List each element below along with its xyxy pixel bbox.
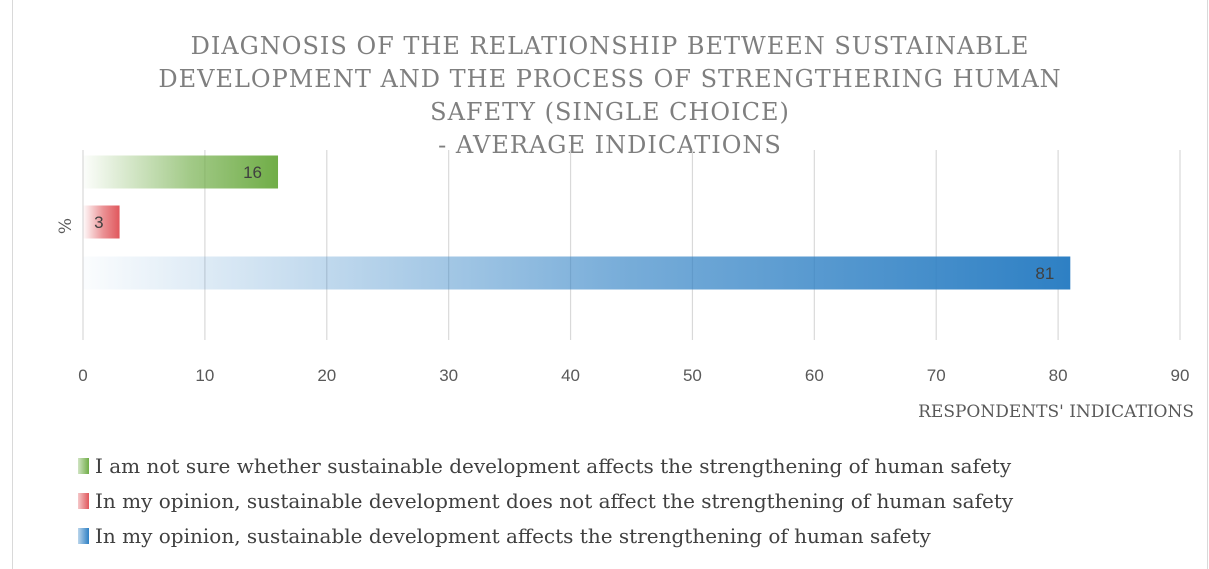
x-tick-labels: 0 10 20 30 40 50 60 70 80 90 [78,366,1189,385]
legend-item: I am not sure whether sustainable develo… [78,448,1013,483]
legend-label: In my opinion, sustainable development d… [95,488,1014,513]
legend-swatch [78,492,89,509]
legend-item: In my opinion, sustainable development d… [78,483,1013,518]
chart-title-line: - AVERAGE INDICATIONS [438,131,782,159]
chart-title-line: DIAGNOSIS OF THE RELATIONSHIP BETWEEN SU… [190,32,1030,60]
bar-value-label: 16 [243,163,262,182]
legend-swatch [78,457,89,474]
chart-title-line: DEVELOPMENT AND THE PROCESS OF STRENGTHE… [158,65,1062,93]
legend-swatch [78,527,89,544]
chart-title-line: SAFETY (SINGLE CHOICE) [430,98,790,126]
legend: I am not sure whether sustainable develo… [78,448,1013,553]
x-tick-label: 80 [1049,366,1068,385]
x-axis-title: RESPONDENTS' INDICATIONS [918,402,1194,422]
gridlines [82,150,1181,340]
legend-label: I am not sure whether sustainable develo… [95,453,1012,478]
bar-value-label: 3 [94,213,103,232]
x-tick-label: 60 [805,366,824,385]
x-tick-label: 20 [317,366,336,385]
x-tick-label: 70 [927,366,946,385]
bar [83,256,1071,290]
x-tick-label: 30 [439,366,458,385]
x-tick-label: 40 [561,366,580,385]
bar-value-label: 81 [1035,264,1054,283]
bar [83,205,120,239]
chart-title: DIAGNOSIS OF THE RELATIONSHIP BETWEEN SU… [110,30,1110,162]
bar [83,155,279,189]
x-tick-label: 90 [1171,366,1190,385]
data-labels: 16 3 81 [94,163,1054,283]
legend-label: In my opinion, sustainable development a… [95,523,931,548]
bar-chart-plot: 16 3 81 0 10 20 30 40 50 60 70 80 90 % RESPONDENTS'… [56,150,1194,422]
legend-item: In my opinion, sustainable development a… [78,518,1013,553]
x-tick-label: 10 [195,366,214,385]
bars [83,155,1071,290]
y-axis-title: % [56,218,76,234]
x-tick-label: 0 [78,366,87,385]
x-tick-label: 50 [683,366,702,385]
